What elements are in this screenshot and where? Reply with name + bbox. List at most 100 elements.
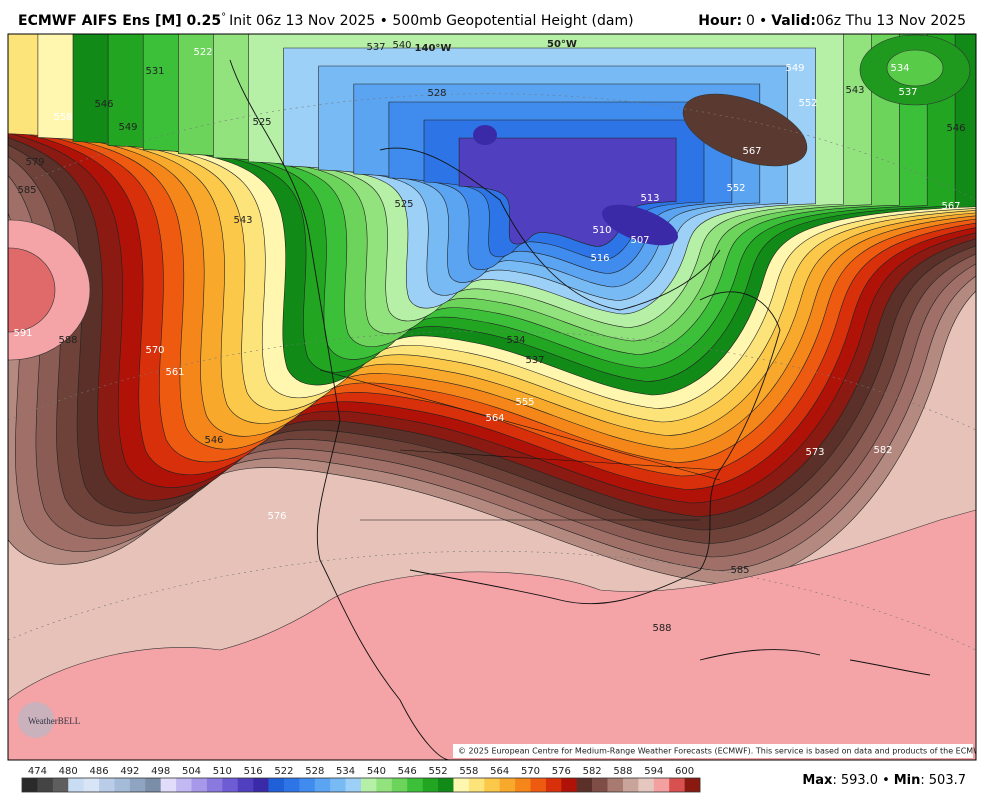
colorbar-swatch bbox=[669, 778, 685, 792]
copyright-box bbox=[453, 744, 973, 758]
contour-label: 522 bbox=[193, 47, 212, 58]
coast-west bbox=[229, 59, 451, 760]
colorbar-swatch bbox=[545, 778, 562, 792]
colorbar-swatch bbox=[99, 778, 115, 792]
colorbar-label: 528 bbox=[305, 766, 324, 777]
colorbar-label: 594 bbox=[644, 766, 663, 777]
contour-label: 549 bbox=[785, 63, 804, 74]
colorbar-label: 576 bbox=[552, 766, 571, 777]
colorbar-swatch bbox=[68, 778, 84, 792]
colorbar-swatch bbox=[499, 778, 516, 792]
colorbar-swatch bbox=[222, 778, 239, 792]
colorbar-swatch bbox=[422, 778, 439, 792]
hudson-bay bbox=[379, 147, 721, 311]
low-northeast-core bbox=[886, 49, 944, 87]
separator: • bbox=[759, 13, 767, 29]
colorbar-swatch bbox=[361, 778, 377, 792]
colorbar-swatch bbox=[592, 778, 608, 792]
colorbar-swatch bbox=[253, 778, 269, 792]
contour-labels: 522 531 537 540 546 549 558 579 585 528 525 525 543 5… bbox=[13, 39, 965, 634]
contour-label: 525 bbox=[252, 117, 271, 128]
colorbar-swatch bbox=[391, 778, 408, 792]
map-frame bbox=[7, 33, 977, 761]
colorbar-label: 570 bbox=[521, 766, 540, 777]
colorbar-swatch bbox=[22, 778, 38, 792]
colorbar-swatch bbox=[468, 778, 485, 792]
colorbar-swatch bbox=[453, 778, 470, 792]
colorbar-swatch bbox=[530, 778, 547, 792]
colorbar-label: 534 bbox=[336, 766, 355, 777]
colorbar-label: 540 bbox=[367, 766, 386, 777]
contour-label: 516 bbox=[590, 253, 609, 264]
contour-label: 552 bbox=[726, 183, 745, 194]
map: 522 531 537 540 546 549 558 579 585 528 525 525 543 5… bbox=[8, 34, 984, 760]
description: Init 06z 13 Nov 2025 • 500mb Geopotentia… bbox=[229, 13, 633, 29]
logo-icon bbox=[18, 702, 54, 738]
contour-label: 546 bbox=[946, 123, 965, 134]
contour-label: 588 bbox=[58, 335, 77, 346]
contour-label: 579 bbox=[25, 157, 44, 168]
contour-label: 513 bbox=[640, 193, 659, 204]
colorbar-swatch bbox=[345, 778, 362, 792]
colorbar-swatch bbox=[237, 778, 254, 792]
colorbar-label: 474 bbox=[28, 766, 47, 777]
colorbar-label: 564 bbox=[490, 766, 509, 777]
colorbar-swatch bbox=[191, 778, 208, 792]
header-right: Hour: 0 • Valid:06z Thu 13 Nov 2025 bbox=[698, 13, 966, 29]
colorbar-swatch bbox=[129, 778, 146, 792]
low-core bbox=[602, 204, 678, 246]
stats: Max: 593.0 • Min: 503.7 bbox=[802, 773, 966, 788]
copyright: © 2025 European Centre for Medium-Range … bbox=[458, 747, 984, 756]
colorbar-swatch bbox=[114, 778, 131, 792]
contour-label: 552 bbox=[798, 98, 817, 109]
colorbar-swatch bbox=[176, 778, 192, 792]
contour-label: 561 bbox=[165, 367, 184, 378]
longitude-label: 140°W bbox=[415, 43, 452, 54]
colorbar-label: 522 bbox=[274, 766, 293, 777]
colorbar: 474 480 486 492 498 504 510 516 522 528 534 540 546 5… bbox=[21, 766, 701, 793]
contour-label: 591 bbox=[13, 328, 32, 339]
colorbar-label: 552 bbox=[428, 766, 447, 777]
contour-label: 567 bbox=[742, 146, 761, 157]
colorbar-label: 546 bbox=[398, 766, 417, 777]
colorbar-label: 600 bbox=[675, 766, 694, 777]
contour-label: 537 bbox=[898, 87, 917, 98]
colorbar-swatch bbox=[206, 778, 223, 792]
contour-label: 531 bbox=[145, 66, 164, 77]
header-left: ECMWF AIFS Ens [M] 0.25° Init 06z 13 Nov … bbox=[18, 12, 634, 29]
colorbar-swatch bbox=[515, 778, 531, 792]
colorbar-swatch bbox=[438, 778, 454, 792]
contour-label: 543 bbox=[845, 85, 864, 96]
hour-label: Hour: bbox=[698, 13, 742, 29]
colorbar-swatch bbox=[83, 778, 100, 792]
contour-label: 528 bbox=[427, 88, 446, 99]
degree: ° bbox=[221, 12, 226, 23]
coastlines bbox=[229, 59, 931, 760]
min-label: Min bbox=[894, 773, 921, 788]
contour-label: 543 bbox=[233, 215, 252, 226]
contour-label: 567 bbox=[941, 201, 960, 212]
low-core-north bbox=[473, 125, 497, 145]
colorbar-swatch bbox=[607, 778, 624, 792]
contour-label: 555 bbox=[515, 397, 534, 408]
contour-label: 564 bbox=[485, 413, 504, 424]
colorbar-swatch bbox=[283, 778, 300, 792]
colorbar-swatch bbox=[52, 778, 69, 792]
valid: 06z Thu 13 Nov 2025 bbox=[816, 13, 966, 29]
colorbar-label: 516 bbox=[244, 766, 263, 777]
contour-label: 525 bbox=[394, 199, 413, 210]
colorbar-swatch bbox=[160, 778, 177, 792]
colorbar-frame bbox=[21, 777, 701, 793]
colorbar-label: 492 bbox=[120, 766, 139, 777]
colorbar-swatch bbox=[376, 778, 393, 792]
contour-label: 558 bbox=[53, 112, 72, 123]
colorbar-swatch bbox=[576, 778, 593, 792]
contour-label: 546 bbox=[204, 435, 223, 446]
contour-label: 576 bbox=[267, 511, 286, 522]
contour-label: 546 bbox=[94, 99, 113, 110]
contour-label: 507 bbox=[630, 235, 649, 246]
colorbar-label: 588 bbox=[613, 766, 632, 777]
hour: 0 bbox=[746, 13, 755, 29]
model-name: ECMWF AIFS Ens [M] 0.25 bbox=[18, 13, 221, 29]
